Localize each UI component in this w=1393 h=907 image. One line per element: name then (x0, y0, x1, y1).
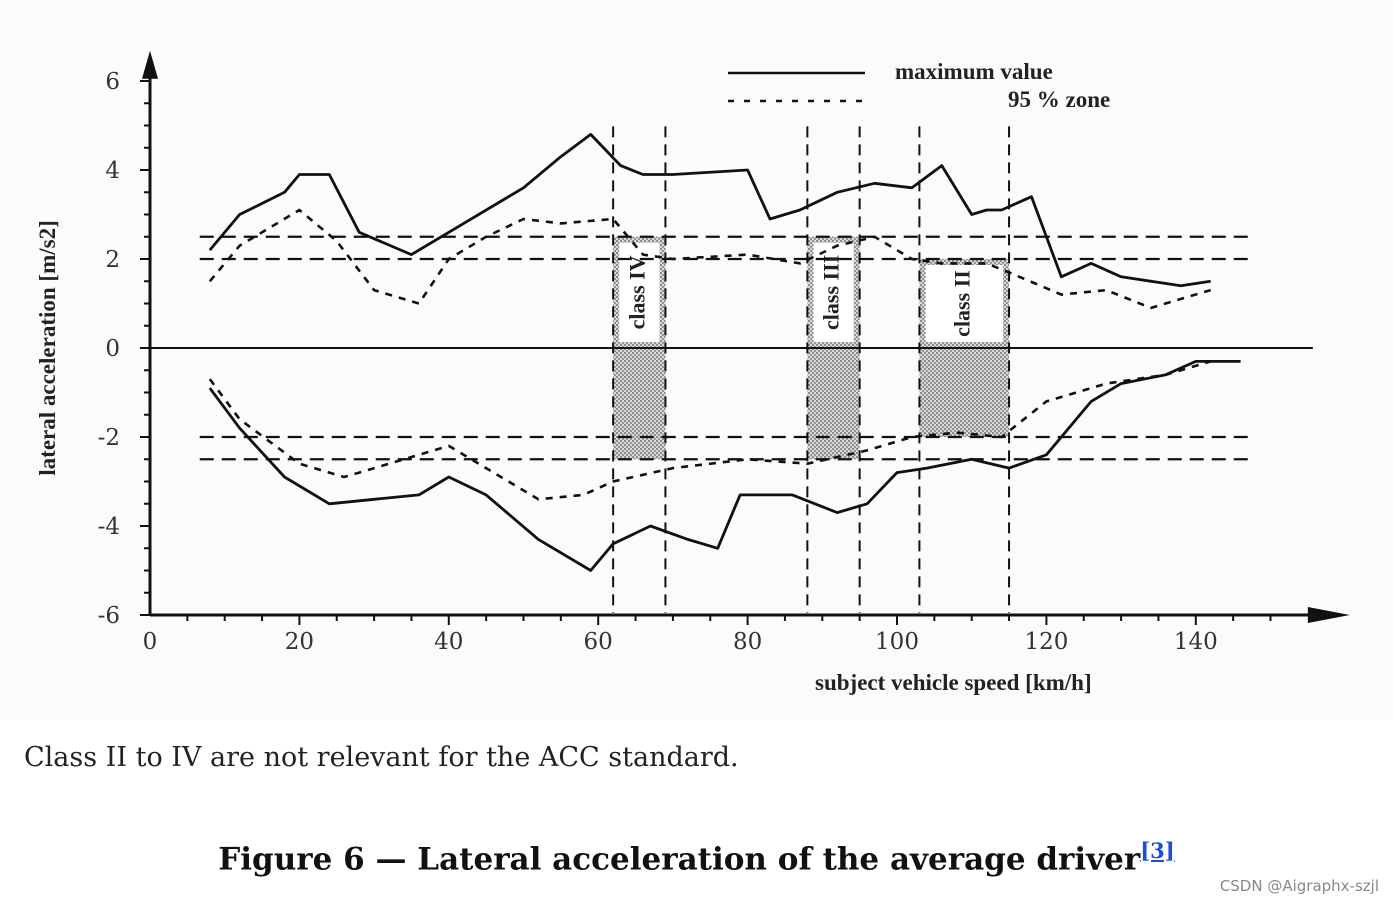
caption-text: Figure 6 — Lateral acceleration of the a… (218, 841, 1141, 878)
band-lower-class-iii (807, 348, 860, 460)
caption-reference[interactable]: [3] (1140, 838, 1174, 863)
series-maximum-value-positive- (208, 132, 1211, 288)
x-axis-arrow (1307, 607, 1350, 623)
reference-link[interactable]: [3] (1140, 838, 1175, 863)
series-95-zone-negative- (208, 360, 1212, 501)
class-label-class-iii: class III (819, 255, 844, 330)
lateral-acceleration-chart: class IV class III class II 0 20 40 60 80 100 12… (35, 50, 1350, 695)
class-label-class-ii: class II (949, 270, 974, 337)
band-label-box-class-ii (925, 265, 1004, 342)
watermark: CSDN @Aigraphx-szjl (1219, 877, 1379, 895)
y-axis-arrow (142, 50, 158, 79)
y-axis-title: lateral acceleration [m/s2] (35, 220, 60, 475)
x-tick-label: 120 (1024, 629, 1068, 655)
y-tick-label: -6 (98, 603, 120, 629)
figure-caption: Figure 6 — Lateral acceleration of the a… (0, 838, 1393, 877)
series-maximum-value-negative- (208, 359, 1241, 572)
x-tick-label: 140 (1174, 629, 1218, 655)
x-axis-title: subject vehicle speed [km/h] (815, 670, 1092, 695)
y-tick-label: 2 (105, 247, 120, 273)
y-tick-label: 0 (105, 336, 120, 362)
x-tick-label: 40 (434, 629, 463, 655)
band-lower-class-iv (613, 348, 666, 460)
x-tick-label: 60 (584, 629, 613, 655)
y-tick-label: 4 (105, 158, 120, 184)
class-label-class-iv: class IV (624, 255, 649, 329)
y-tick-label: -2 (98, 425, 120, 451)
x-tick-label: 100 (875, 629, 919, 655)
series-95-zone-positive- (208, 208, 1212, 310)
legend-label-95-zone: 95 % zone (1008, 87, 1110, 112)
legend-label-maximum: maximum value (895, 59, 1053, 84)
x-tick-label: 20 (285, 629, 314, 655)
y-tick-label: -4 (98, 514, 120, 540)
x-tick-label: 80 (733, 629, 762, 655)
band-lower-class-ii (919, 348, 1010, 437)
chart-area: class IV class III class II 0 20 40 60 80 100 12… (35, 50, 1350, 695)
x-tick-label: 0 (143, 629, 158, 655)
figure-note: Class II to IV are not relevant for the … (24, 742, 739, 773)
y-tick-label: 6 (105, 69, 120, 95)
